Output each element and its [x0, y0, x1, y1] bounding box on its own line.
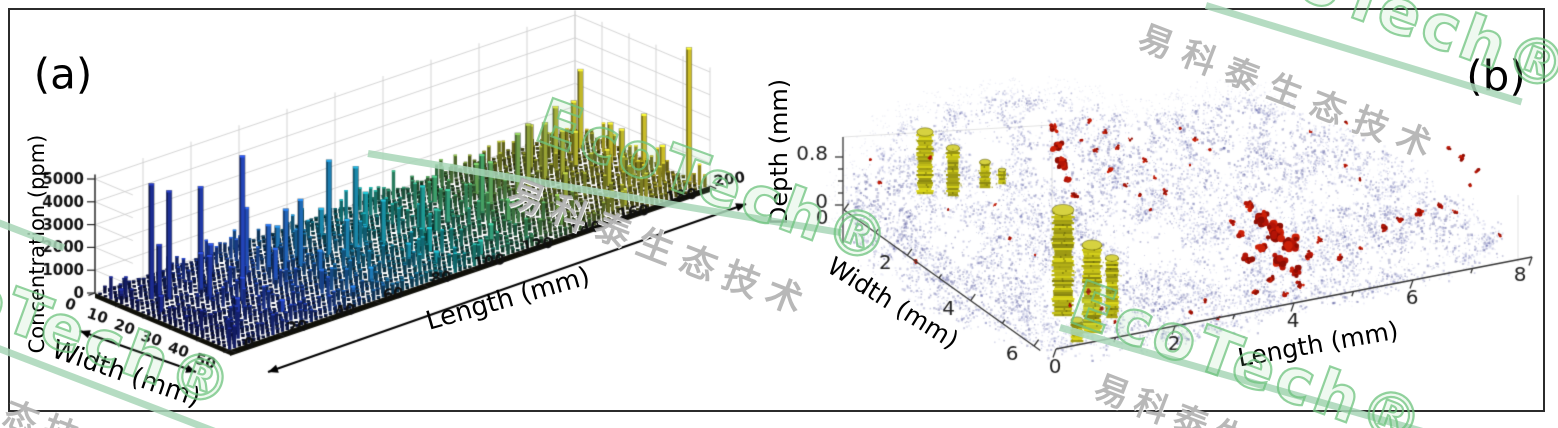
panel-a-label: (a)	[33, 49, 93, 99]
panel-b-depth-axis-title: Depth (mm)	[765, 78, 793, 226]
panel-a-z-axis-title: Concentration (ppm)	[25, 134, 49, 354]
panel-b-label: (b)	[1466, 51, 1526, 101]
